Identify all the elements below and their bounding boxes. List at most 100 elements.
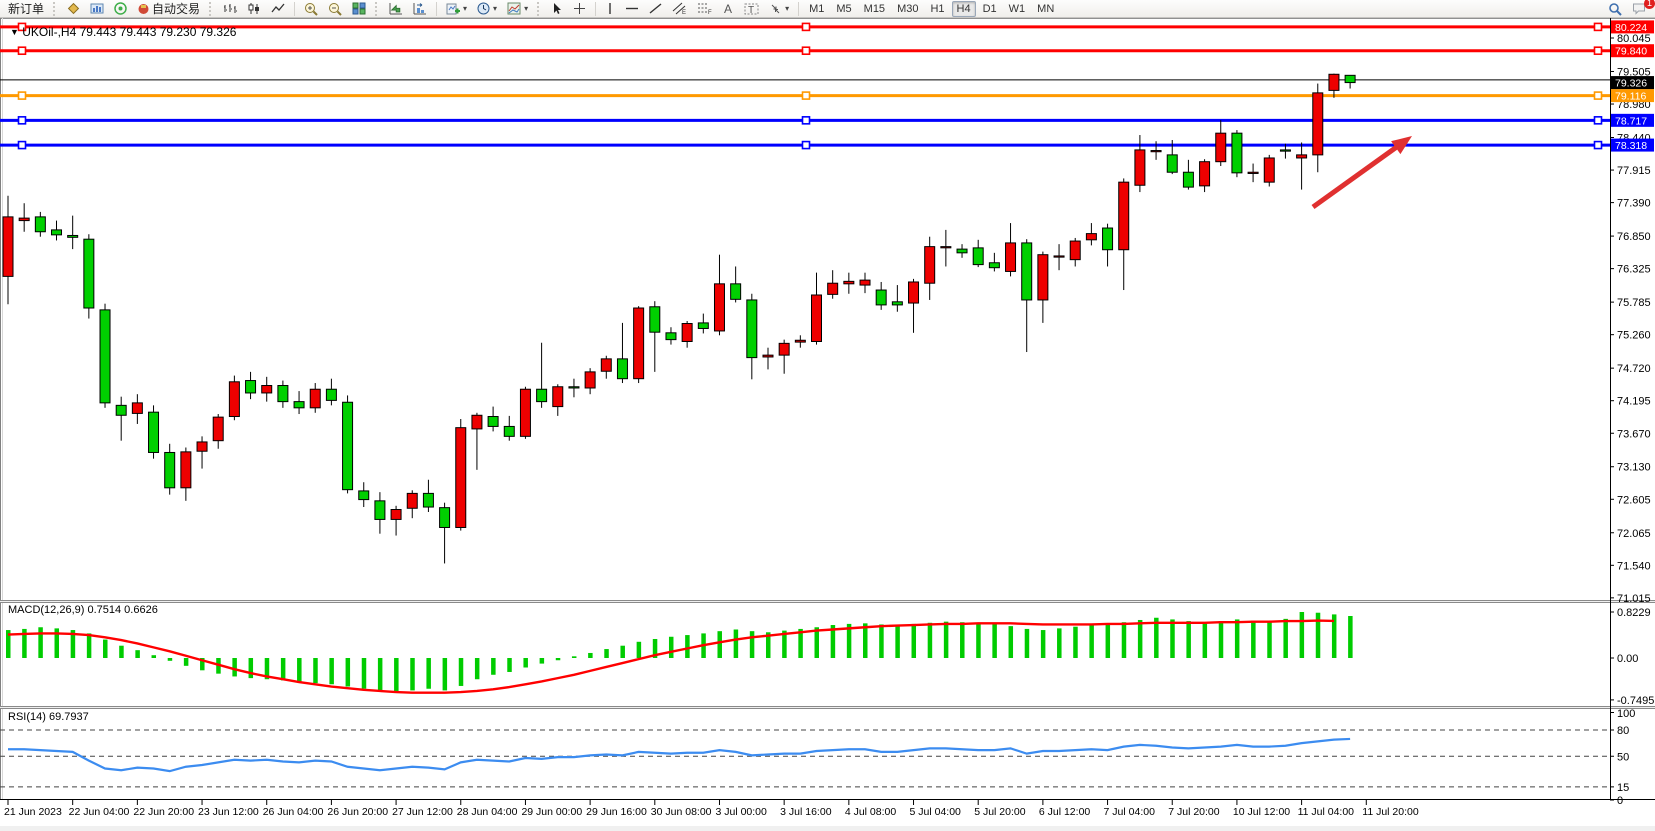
- zoom-in-icon[interactable]: [300, 1, 322, 17]
- svg-text:76.325: 76.325: [1617, 264, 1651, 276]
- svg-text:75.785: 75.785: [1617, 297, 1651, 309]
- toolbar-grip: [53, 1, 58, 16]
- svg-text:21 Jun 2023: 21 Jun 2023: [4, 806, 62, 818]
- svg-text:26 Jun 04:00: 26 Jun 04:00: [263, 806, 324, 818]
- svg-text:80.224: 80.224: [1615, 22, 1647, 34]
- svg-text:28 Jun 04:00: 28 Jun 04:00: [457, 806, 518, 818]
- horizontal-line-icon[interactable]: [621, 1, 643, 17]
- chart-shift-icon[interactable]: [409, 1, 431, 17]
- svg-text:T: T: [748, 5, 754, 15]
- svg-text:79.840: 79.840: [1615, 46, 1647, 58]
- fibonacci-icon[interactable]: F: [693, 1, 716, 17]
- svg-text:7 Jul 20:00: 7 Jul 20:00: [1168, 806, 1220, 818]
- svg-text:50: 50: [1617, 751, 1629, 763]
- chart-symbol-period: UKOil-,H4: [22, 25, 77, 39]
- svg-text:79.505: 79.505: [1617, 66, 1651, 78]
- macd-indicator-label: MACD(12,26,9) 0.7514 0.6626: [8, 604, 158, 616]
- svg-text:6 Jul 12:00: 6 Jul 12:00: [1039, 806, 1091, 818]
- cursor-icon[interactable]: [547, 1, 567, 17]
- svg-text:80.045: 80.045: [1617, 33, 1651, 45]
- svg-text:5 Jul 04:00: 5 Jul 04:00: [910, 806, 962, 818]
- tf-m30-button[interactable]: M30: [897, 2, 919, 15]
- tf-m5-button[interactable]: M5: [836, 2, 852, 15]
- svg-text:7 Jul 04:00: 7 Jul 04:00: [1104, 806, 1156, 818]
- svg-text:72.605: 72.605: [1617, 494, 1651, 506]
- svg-text:78.717: 78.717: [1615, 115, 1647, 127]
- chevron-down-icon: ▾: [785, 4, 790, 13]
- symbol-dropdown-icon[interactable]: ▼: [10, 27, 19, 37]
- svg-text:11 Jul 20:00: 11 Jul 20:00: [1362, 806, 1419, 818]
- tile-windows-icon[interactable]: [348, 1, 370, 17]
- svg-text:26 Jun 20:00: 26 Jun 20:00: [327, 806, 388, 818]
- svg-text:22 Jun 20:00: 22 Jun 20:00: [133, 806, 194, 818]
- chart-ohlc: 79.443 79.443 79.230 79.326: [79, 25, 237, 39]
- notifications-button[interactable]: 1: [1628, 0, 1655, 17]
- tf-w1-button[interactable]: W1: [1008, 2, 1026, 15]
- trendline-icon[interactable]: [645, 1, 666, 17]
- tf-h4-button[interactable]: H4: [951, 0, 976, 17]
- quotes-icon[interactable]: [63, 1, 84, 17]
- search-button[interactable]: [1604, 1, 1626, 17]
- toolbar-grip: [375, 1, 380, 16]
- channel-icon[interactable]: E: [668, 1, 691, 17]
- tf-m15-button[interactable]: M15: [863, 2, 886, 15]
- svg-text:0: 0: [1617, 795, 1623, 807]
- chevron-down-icon: ▾: [524, 4, 529, 13]
- svg-text:F: F: [708, 10, 712, 15]
- search-icon: [1609, 2, 1622, 16]
- vertical-line-icon[interactable]: [601, 1, 619, 17]
- zoom-out-icon[interactable]: [324, 1, 346, 17]
- template-button[interactable]: ▾: [503, 1, 532, 17]
- svg-text:0.00: 0.00: [1617, 653, 1638, 665]
- new-order-button[interactable]: 新订单: [8, 2, 45, 16]
- autotrade-icon: [138, 4, 149, 14]
- toolbar-separator: [595, 1, 597, 16]
- autotrade-label: 自动交易: [152, 2, 201, 16]
- svg-text:23 Jun 12:00: 23 Jun 12:00: [198, 806, 259, 818]
- autotrade-button[interactable]: 自动交易: [133, 1, 204, 17]
- candlestick-icon[interactable]: [243, 1, 265, 17]
- text-label-icon[interactable]: T: [740, 1, 763, 17]
- autoscroll-icon[interactable]: [385, 1, 407, 17]
- toolbar-grip: [209, 1, 214, 16]
- text-icon[interactable]: A: [718, 1, 738, 17]
- svg-text:76.850: 76.850: [1617, 231, 1651, 243]
- notification-badge: 1: [1644, 0, 1655, 9]
- chart-title: ▼ UKOil-,H4 79.443 79.443 79.230 79.326: [10, 25, 236, 39]
- svg-text:74.720: 74.720: [1617, 363, 1651, 375]
- line-chart-icon[interactable]: [267, 1, 289, 17]
- tf-d1-button[interactable]: D1: [982, 2, 997, 15]
- svg-text:100: 100: [1617, 708, 1635, 720]
- add-indicator-button[interactable]: ▾: [442, 1, 471, 17]
- bar-chart-icon[interactable]: [219, 1, 241, 17]
- diamond-icon: [67, 2, 80, 15]
- svg-text:-0.7495: -0.7495: [1617, 695, 1654, 707]
- svg-text:3 Jul 00:00: 3 Jul 00:00: [715, 806, 767, 818]
- svg-text:29 Jun 16:00: 29 Jun 16:00: [586, 806, 647, 818]
- chart-window: 80.045 79.505 78.980 78.440 77.915 77.390 76.8…: [0, 18, 1655, 826]
- tf-m1-button[interactable]: M1: [809, 2, 825, 15]
- svg-text:79.116: 79.116: [1615, 91, 1646, 103]
- broadcast-icon: [114, 2, 127, 15]
- periods-button[interactable]: ▾: [473, 1, 501, 17]
- chevron-down-icon: ▾: [493, 4, 498, 13]
- svg-text:74.195: 74.195: [1617, 396, 1651, 408]
- crosshair-icon[interactable]: [569, 1, 590, 17]
- svg-text:29 Jun 00:00: 29 Jun 00:00: [521, 806, 582, 818]
- signal-icon[interactable]: [110, 1, 131, 17]
- chart-window-icon[interactable]: [86, 1, 108, 17]
- tf-h1-button[interactable]: H1: [930, 2, 945, 15]
- tf-mn-button[interactable]: MN: [1037, 2, 1055, 15]
- svg-text:27 Jun 12:00: 27 Jun 12:00: [392, 806, 453, 818]
- price-chart[interactable]: 80.04579.50578.98078.44077.91577.39076.8…: [0, 18, 1655, 826]
- svg-text:A: A: [724, 2, 732, 15]
- window-icon: [90, 3, 104, 14]
- arrows-button[interactable]: ▾: [765, 1, 793, 17]
- svg-text:71.015: 71.015: [1617, 593, 1651, 605]
- svg-text:15: 15: [1617, 782, 1629, 794]
- svg-text:73.670: 73.670: [1617, 428, 1651, 440]
- svg-text:11 Jul 04:00: 11 Jul 04:00: [1298, 806, 1355, 818]
- svg-text:75.260: 75.260: [1617, 330, 1651, 342]
- svg-text:E: E: [682, 10, 686, 15]
- svg-text:30 Jun 08:00: 30 Jun 08:00: [651, 806, 712, 818]
